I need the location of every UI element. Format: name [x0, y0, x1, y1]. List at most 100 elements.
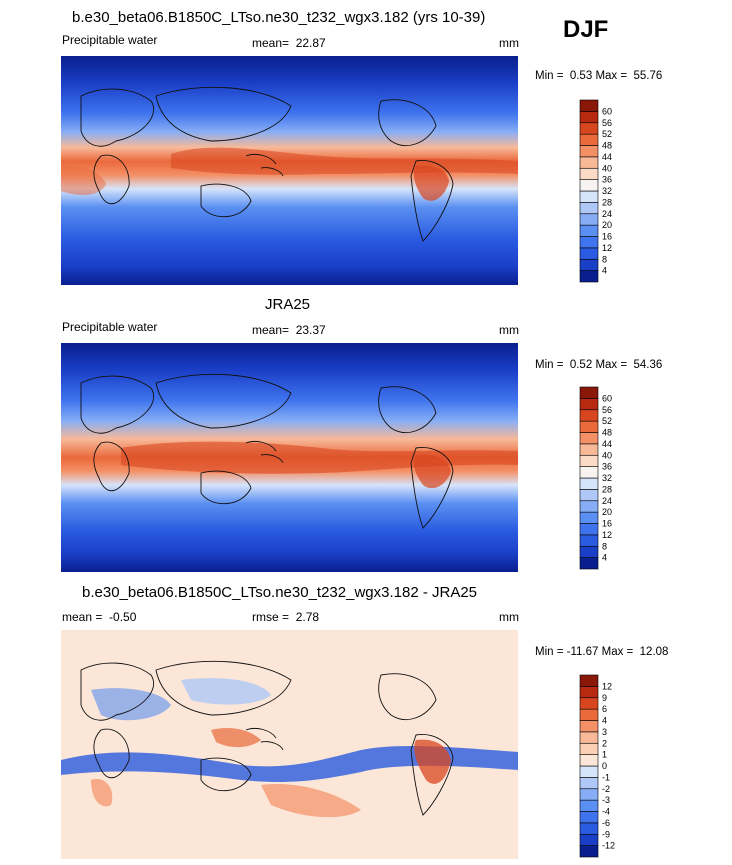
colorbar-box: [579, 386, 599, 399]
panel-1-title: b.e30_beta06.B1850C_LTso.ne30_t232_wgx3.…: [72, 9, 486, 26]
colorbar-tick-label: 32: [602, 473, 612, 483]
panel-1-max-label: Max =: [595, 70, 628, 82]
colorbar-tick-label: -2: [602, 784, 610, 794]
panel-3-title: b.e30_beta06.B1850C_LTso.ne30_t232_wgx3.…: [82, 584, 478, 601]
colorbar-box: [579, 777, 599, 790]
panel-3-pos-south-pacific: [261, 784, 361, 818]
colorbar-box: [579, 686, 599, 699]
colorbar-box: [579, 833, 599, 846]
panel-2-map: [61, 343, 518, 572]
colorbar-tick-label: 8: [602, 541, 607, 551]
colorbar-box: [579, 99, 599, 112]
colorbar-box: [579, 799, 599, 812]
panel-3-map: [61, 630, 518, 859]
panel-3-rmse: rmse = 2.78: [252, 610, 319, 624]
colorbar-tick-label: 36: [602, 462, 612, 472]
season-label: DJF: [563, 16, 609, 43]
colorbar-box: [579, 742, 599, 755]
colorbar-tick-label: 12: [602, 530, 612, 540]
colorbar-tick-label: 4: [602, 266, 607, 276]
panel-1-minmax: Min = 0.53 Max = 55.76: [535, 70, 662, 82]
colorbar-tick-label: 8: [602, 254, 607, 264]
colorbar-tick-label: 12: [602, 243, 612, 253]
colorbar-tick-label: 32: [602, 186, 612, 196]
colorbar-tick-label: 20: [602, 507, 612, 517]
panel-3-neg-band-2: [91, 688, 171, 721]
colorbar-box: [579, 145, 599, 158]
colorbar-box: [579, 466, 599, 479]
panel-2-mean: mean= 23.37: [252, 323, 326, 337]
colorbar-tick-label: -12: [602, 841, 615, 851]
panel-3-pos-maritime: [211, 728, 261, 748]
colorbar-box: [579, 224, 599, 237]
colorbar-box: [579, 213, 599, 226]
colorbar-box: [579, 236, 599, 249]
colorbar-box: [579, 270, 599, 283]
colorbar-box: [579, 202, 599, 215]
panel-3-mean-value: -0.50: [109, 610, 137, 624]
colorbar-box: [579, 247, 599, 260]
panel-2-min-value: 0.52: [569, 359, 593, 371]
panel-3-pos-amazon: [414, 739, 451, 784]
panel-1-min-label: Min =: [535, 70, 564, 82]
colorbar-tick-label: 12: [602, 681, 612, 691]
colorbar-box: [579, 788, 599, 801]
panel-2-units: mm: [499, 323, 519, 337]
colorbar-box: [579, 845, 599, 858]
colorbar-tick-label: 28: [602, 484, 612, 494]
panel-2-max-label: Max =: [595, 359, 628, 371]
colorbar-tick-label: 44: [602, 152, 612, 162]
colorbar-tick-label: 4: [602, 553, 607, 563]
colorbar-box: [579, 432, 599, 445]
colorbar-box: [579, 674, 599, 687]
panel-1-africa: [61, 165, 106, 196]
panel-1-map: [61, 56, 518, 285]
colorbar-box: [579, 489, 599, 502]
colorbar-tick-label: 36: [602, 175, 612, 185]
colorbar-tick-label: 9: [602, 693, 607, 703]
colorbar-tick-label: -1: [602, 772, 610, 782]
colorbar-box: [579, 122, 599, 135]
colorbar-box: [579, 190, 599, 203]
panel-2-amazon: [413, 454, 451, 489]
colorbar-box: [579, 420, 599, 433]
colorbar-tick-label: 16: [602, 519, 612, 529]
panel-2-mean-label: mean=: [252, 323, 290, 337]
colorbar-tick-label: 56: [602, 118, 612, 128]
colorbar-box: [579, 511, 599, 524]
panel-3-neg-band-1: [61, 746, 518, 783]
colorbar-box: [579, 534, 599, 547]
colorbar-box: [579, 477, 599, 490]
colorbar-box: [579, 500, 599, 513]
panel-2-minmax: Min = 0.52 Max = 54.36: [535, 359, 662, 371]
panel-1-mean-label: mean=: [252, 36, 290, 50]
panel-1-units: mm: [499, 36, 519, 50]
colorbar-tick-label: 52: [602, 129, 612, 139]
colorbar-tick-label: 24: [602, 209, 612, 219]
panel-1-variable: Precipitable water: [62, 33, 158, 47]
colorbar-box: [579, 720, 599, 733]
colorbar-tick-label: 48: [602, 141, 612, 151]
panel-2-variable: Precipitable water: [62, 320, 158, 334]
colorbar-tick-label: -9: [602, 829, 610, 839]
colorbar-box: [579, 443, 599, 456]
panel-2-min-label: Min =: [535, 359, 564, 371]
colorbar-tick-label: 20: [602, 220, 612, 230]
panel-3-pos-africa: [91, 779, 113, 807]
panel-3-units: mm: [499, 610, 519, 624]
panel-3-neg-band-3: [181, 678, 271, 705]
colorbar-tick-label: 48: [602, 428, 612, 438]
panel-2-title: JRA25: [265, 296, 311, 313]
colorbar-box: [579, 545, 599, 558]
panel-1-min-value: 0.53: [569, 70, 593, 82]
colorbar-tick-label: 44: [602, 439, 612, 449]
colorbar-tick-label: 28: [602, 197, 612, 207]
panel-3-mean-label: mean =: [62, 610, 103, 624]
panel-3-minmax: Min = -11.67 Max = 12.08: [535, 646, 668, 658]
panel-2-coastlines: [80, 373, 454, 529]
panel-3-mean: mean = -0.50: [62, 610, 136, 624]
colorbar-box: [579, 111, 599, 124]
panel-1-coastlines: [80, 86, 454, 242]
